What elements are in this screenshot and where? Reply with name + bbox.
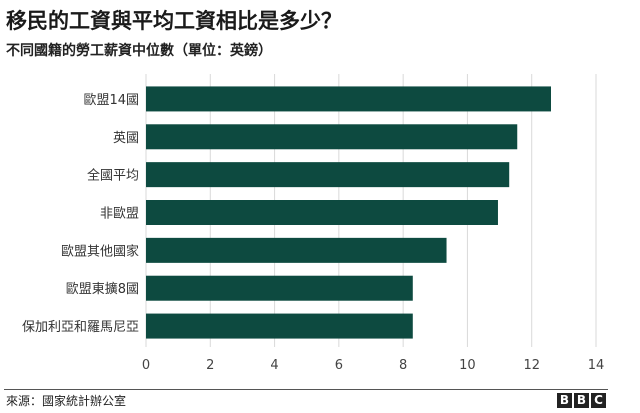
bar-6	[146, 313, 413, 339]
x-tick-label-4: 8	[399, 358, 407, 373]
x-tick-label-6: 12	[523, 358, 540, 373]
category-label-6: 保加利亞和羅馬尼亞	[22, 320, 139, 335]
x-tick-label-2: 4	[270, 358, 278, 373]
logo-letter-c: C	[591, 393, 606, 408]
bar-2	[146, 162, 510, 188]
bar-3	[146, 200, 498, 225]
category-label-3: 非歐盟	[100, 207, 139, 222]
x-tick-label-3: 6	[335, 358, 343, 373]
bar-0	[146, 86, 551, 112]
x-tick-label-5: 10	[459, 358, 476, 373]
category-label-4: 歐盟其他國家	[61, 243, 139, 259]
category-label-2: 全國平均	[87, 168, 139, 184]
chart-subtitle: 不同國籍的勞工薪資中位數（單位：英鎊）	[6, 43, 272, 59]
category-label-5: 歐盟東擴8國	[66, 281, 139, 297]
logo-letter-b1: B	[557, 393, 572, 408]
category-label-0: 歐盟14國	[83, 93, 139, 108]
bar-5	[146, 275, 413, 301]
footer-divider	[4, 389, 608, 390]
chart-title: 移民的工資與平均工資相比是多少？	[6, 9, 342, 33]
bar-4	[146, 237, 447, 263]
category-label-1: 英國	[113, 131, 139, 146]
x-tick-label-1: 2	[206, 358, 214, 373]
bbc-logo: B B C	[557, 393, 606, 408]
x-tick-label-7: 14	[588, 358, 605, 373]
source-note: 來源：國家統計辦公室	[6, 394, 127, 408]
logo-letter-b2: B	[574, 393, 589, 408]
bar-1	[146, 124, 518, 150]
x-tick-label-0: 0	[142, 358, 150, 373]
